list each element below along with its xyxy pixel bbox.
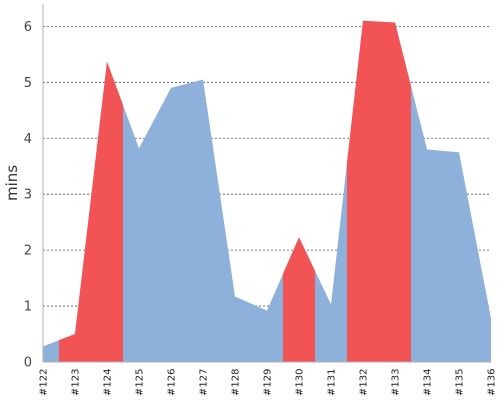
x-tick-label: #124 bbox=[103, 369, 114, 396]
x-tick-label: #133 bbox=[391, 369, 402, 396]
x-tick-label: #136 bbox=[487, 369, 498, 396]
y-tick-label: 5 bbox=[24, 76, 32, 91]
highlight-region bbox=[347, 20, 411, 362]
x-tick-label: #130 bbox=[295, 369, 306, 396]
highlight-region bbox=[59, 61, 123, 362]
y-tick-label: 2 bbox=[24, 244, 32, 259]
x-tick-label: #123 bbox=[71, 369, 82, 396]
x-tick-label: #126 bbox=[167, 369, 178, 396]
y-axis-label: mins bbox=[3, 165, 21, 201]
x-tick-label: #131 bbox=[327, 369, 338, 396]
x-tick-label: #127 bbox=[199, 369, 210, 396]
y-tick-label: 0 bbox=[24, 356, 32, 371]
highlight-region bbox=[283, 237, 315, 362]
y-tick-label: 6 bbox=[24, 20, 32, 35]
x-tick-label: #129 bbox=[263, 369, 274, 396]
x-tick-label: #122 bbox=[39, 369, 50, 396]
x-tick-label: #134 bbox=[423, 369, 434, 396]
y-tick-label: 3 bbox=[24, 188, 32, 203]
x-tick-label: #132 bbox=[359, 369, 370, 396]
x-tick-label: #128 bbox=[231, 369, 242, 396]
x-tick-label: #135 bbox=[455, 369, 466, 396]
y-tick-label: 1 bbox=[24, 300, 32, 315]
x-tick-label: #125 bbox=[135, 369, 146, 396]
y-tick-label: 4 bbox=[24, 132, 32, 147]
